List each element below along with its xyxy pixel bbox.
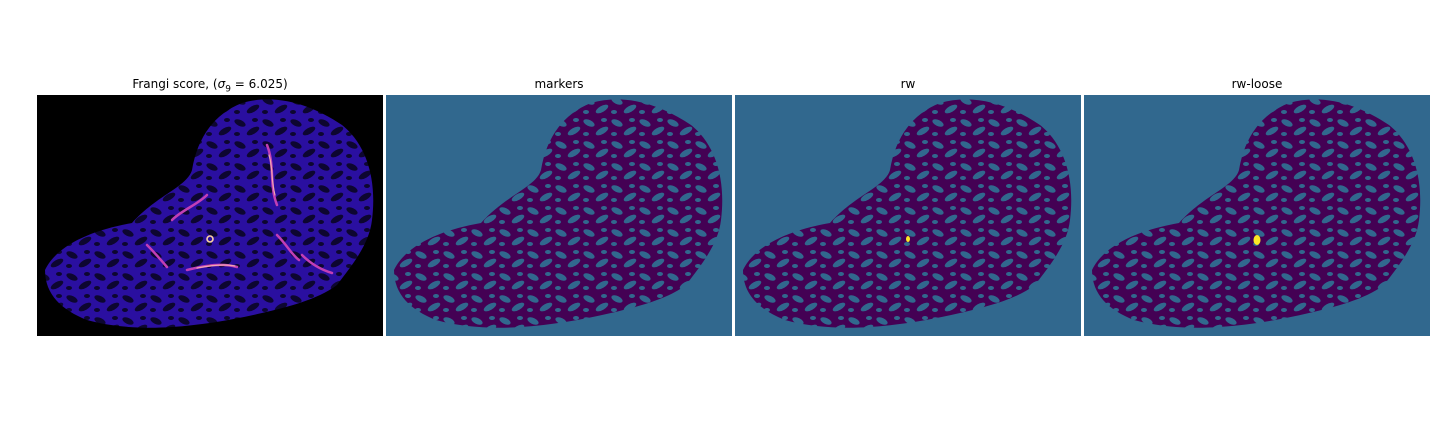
panel-title-markers: markers	[534, 77, 584, 91]
markers-image	[386, 95, 732, 336]
image-panel-rw	[735, 95, 1081, 336]
panel-title-frangi: Frangi score, (σ9 = 6.025)	[132, 77, 288, 95]
frangi-image	[37, 95, 383, 336]
panel-title-rw-loose: rw-loose	[1231, 77, 1283, 91]
image-panel-rw-loose	[1084, 95, 1430, 336]
rw-highlight-region	[906, 236, 910, 242]
panel-title-rw: rw	[900, 77, 916, 91]
image-panel-frangi	[37, 95, 383, 336]
rw-loose-highlight-region	[1253, 235, 1261, 245]
rw-image	[735, 95, 1081, 336]
image-panel-markers	[386, 95, 732, 336]
rw-loose-image	[1084, 95, 1430, 336]
